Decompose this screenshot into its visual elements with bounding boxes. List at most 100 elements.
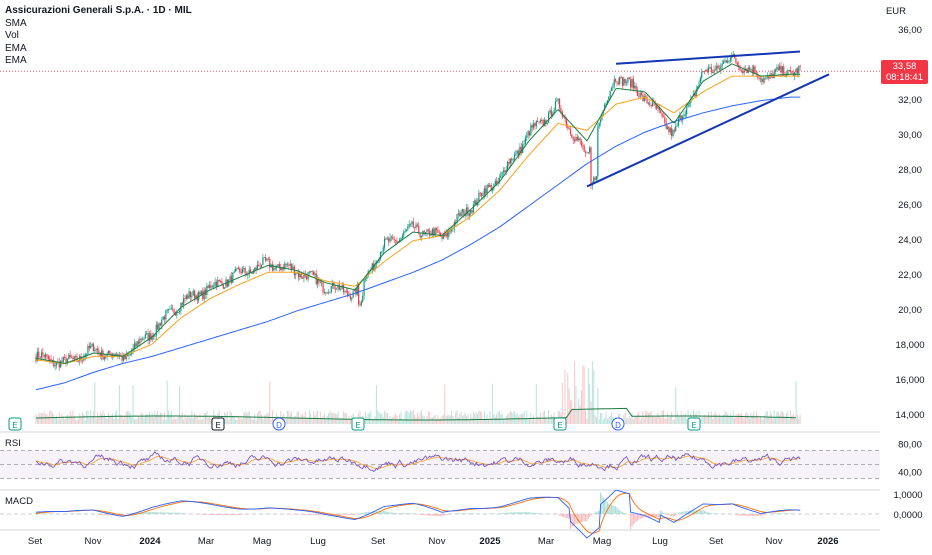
- candle-body: [224, 288, 225, 289]
- volume-bar: [626, 418, 627, 424]
- macd-histogram-bar: [239, 514, 240, 515]
- indicator-vol-label[interactable]: Vol: [5, 30, 192, 43]
- volume-bar: [584, 367, 585, 424]
- event-marker[interactable]: E: [554, 418, 566, 430]
- time-axis-label: 2026: [817, 536, 838, 547]
- volume-bar: [515, 415, 516, 424]
- volume-bar: [313, 411, 314, 424]
- volume-bar: [443, 415, 444, 424]
- rsi-pane-label[interactable]: RSI: [5, 438, 21, 449]
- candle-body: [634, 86, 635, 88]
- volume-bar: [334, 413, 335, 424]
- volume-bar: [85, 420, 86, 424]
- candle-body: [511, 159, 512, 161]
- candle-body: [213, 286, 214, 287]
- volume-bar: [301, 415, 302, 424]
- volume-bar: [101, 414, 102, 424]
- candle-body: [168, 309, 169, 310]
- candle-body: [719, 68, 720, 69]
- volume-bar: [435, 415, 436, 424]
- macd-histogram-bar: [243, 514, 244, 515]
- indicator-ema-label[interactable]: EMA: [5, 43, 192, 56]
- candle-body: [462, 209, 463, 212]
- symbol-title[interactable]: Assicurazioni Generali S.p.A. · 1D · MIL: [5, 5, 192, 18]
- candle-body: [302, 278, 303, 279]
- volume-bar: [253, 420, 254, 424]
- macd-histogram-bar: [741, 514, 742, 516]
- macd-histogram-bar: [234, 514, 235, 515]
- volume-bar: [321, 419, 322, 424]
- event-marker[interactable]: E: [352, 418, 364, 430]
- candle-body: [94, 350, 95, 351]
- volume-bar: [498, 412, 499, 424]
- candle-body: [309, 272, 310, 273]
- candle-body: [212, 287, 213, 288]
- candle-body: [439, 233, 440, 234]
- candle-body: [753, 67, 754, 73]
- indicator-ema-label[interactable]: EMA: [5, 55, 192, 68]
- macd-tick-label: 1,0000: [893, 490, 922, 501]
- event-marker-label: E: [12, 421, 17, 430]
- time-axis-label: Lug: [310, 536, 326, 547]
- volume-bar: [451, 410, 452, 424]
- time-axis-label: Mag: [593, 536, 611, 547]
- volume-bar: [629, 416, 630, 424]
- volume-bar: [785, 417, 786, 424]
- macd-histogram-bar: [503, 513, 504, 514]
- event-marker[interactable]: E: [212, 418, 224, 430]
- candle-body: [623, 79, 624, 86]
- volume-bar: [642, 411, 643, 424]
- candle-body: [335, 289, 336, 290]
- candle-body: [615, 79, 616, 81]
- macd-pane-label[interactable]: MACD: [5, 496, 33, 507]
- volume-bar: [537, 416, 538, 424]
- candle-body: [157, 325, 158, 330]
- macd-histogram-bar: [355, 514, 356, 515]
- volume-bar: [707, 416, 708, 424]
- candle-body: [193, 291, 194, 296]
- volume-bar: [247, 412, 248, 424]
- indicator-sma-label[interactable]: SMA: [5, 18, 192, 31]
- macd-histogram-bar: [599, 511, 600, 514]
- volume-bar: [407, 411, 408, 424]
- macd-histogram-bar: [387, 512, 388, 514]
- event-marker[interactable]: E: [9, 418, 21, 430]
- macd-histogram-bar: [616, 508, 617, 514]
- candle-body: [750, 69, 751, 70]
- macd-histogram-bar: [735, 514, 736, 515]
- volume-bar: [261, 414, 262, 424]
- macd-histogram-bar: [313, 514, 314, 515]
- candle-body: [533, 123, 534, 127]
- candle-body: [618, 82, 619, 84]
- macd-histogram-bar: [182, 513, 183, 514]
- volume-bar: [571, 400, 572, 424]
- candle-body: [187, 295, 188, 298]
- event-marker[interactable]: D: [612, 418, 624, 430]
- event-marker[interactable]: E: [688, 418, 700, 430]
- volume-bar: [399, 414, 400, 424]
- volume-bar: [660, 418, 661, 424]
- candle-body: [55, 365, 56, 366]
- candle-body: [584, 146, 585, 152]
- macd-histogram-bar: [354, 514, 355, 515]
- candle-body: [432, 229, 433, 235]
- volume-bar: [678, 418, 679, 424]
- macd-histogram-bar: [496, 513, 497, 514]
- candle-body: [571, 134, 572, 138]
- event-marker[interactable]: D: [273, 418, 285, 430]
- candle-body: [109, 351, 110, 354]
- candle-body: [243, 268, 244, 269]
- macd-histogram-bar: [562, 514, 563, 517]
- candle-body: [469, 214, 470, 216]
- candle-body: [93, 344, 94, 352]
- macd-histogram-bar: [539, 513, 540, 514]
- candle-body: [232, 273, 233, 283]
- macd-histogram-bar: [515, 512, 516, 514]
- volume-bar: [59, 412, 60, 424]
- candle-body: [407, 227, 408, 230]
- candle-body: [139, 339, 140, 344]
- macd-histogram-bar: [565, 514, 566, 518]
- candle-body: [384, 239, 385, 248]
